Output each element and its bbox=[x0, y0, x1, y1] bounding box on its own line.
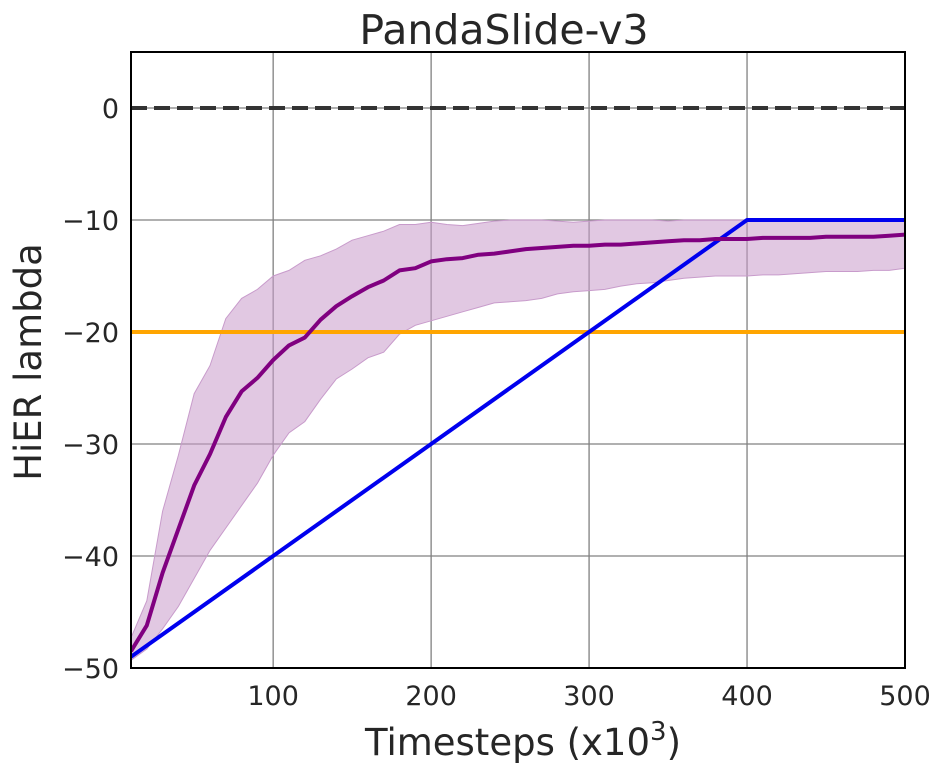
y-axis: 0 −10 −20 −30 −40 −50 bbox=[62, 94, 119, 685]
x-axis-label: Timesteps (x103) bbox=[364, 717, 681, 764]
y-tick-label: −30 bbox=[62, 430, 119, 461]
y-axis-label: HiER lambda bbox=[7, 243, 50, 481]
y-tick-label: 0 bbox=[102, 94, 119, 125]
x-tick-label: 300 bbox=[563, 681, 615, 712]
x-tick-label: 500 bbox=[879, 681, 931, 712]
chart-title: PandaSlide-v3 bbox=[359, 6, 648, 54]
x-tick-label: 200 bbox=[405, 681, 457, 712]
y-tick-label: −50 bbox=[62, 654, 119, 685]
x-tick-label: 100 bbox=[247, 681, 299, 712]
plot-area bbox=[131, 106, 905, 661]
x-tick-label: 400 bbox=[721, 681, 773, 712]
y-tick-label: −10 bbox=[62, 206, 119, 237]
y-tick-label: −20 bbox=[62, 318, 119, 349]
series-line-linear-schedule bbox=[131, 218, 905, 659]
plot-frame bbox=[130, 51, 906, 669]
y-tick-label: −40 bbox=[62, 542, 119, 573]
confidence-band bbox=[131, 219, 905, 661]
x-axis: 100 200 300 400 500 bbox=[247, 681, 930, 712]
series-line-mean-with-band bbox=[131, 232, 905, 653]
